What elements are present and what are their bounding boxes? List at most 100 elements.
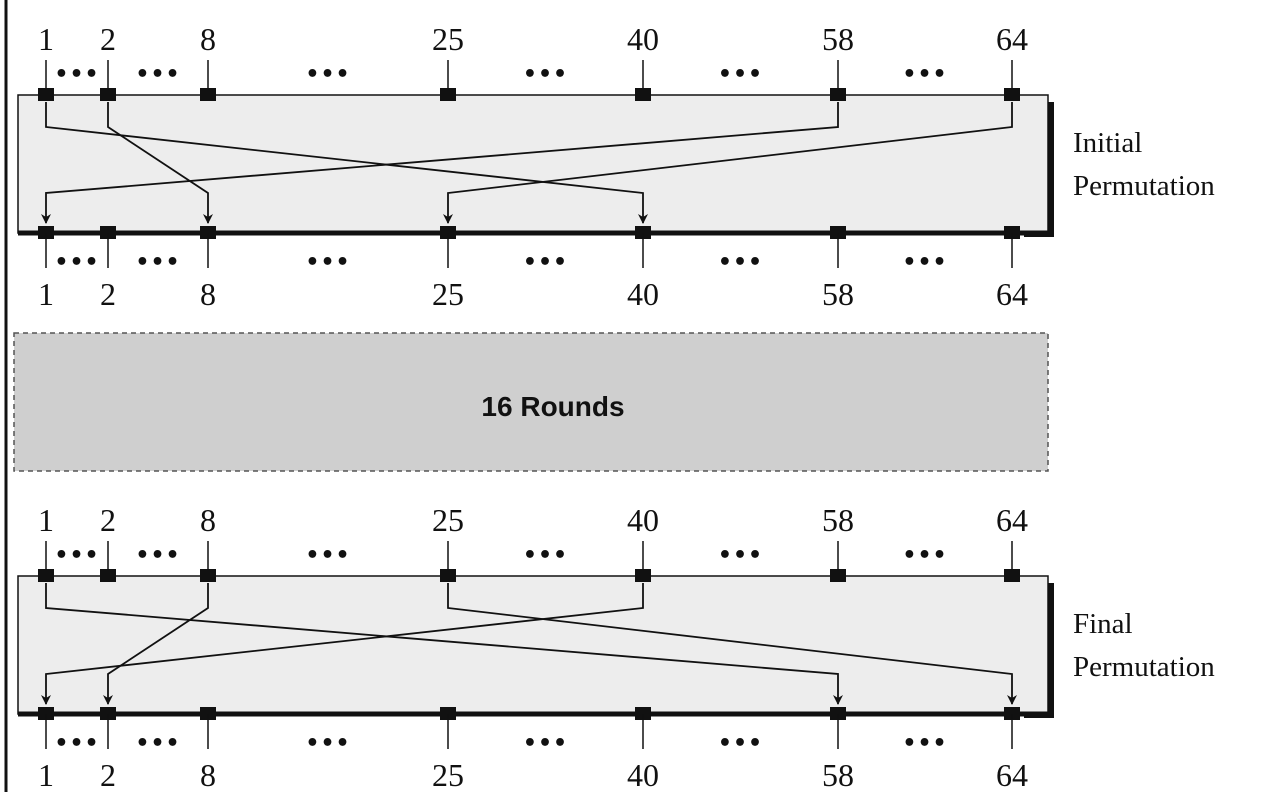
final-bottom-pin-1	[38, 707, 54, 720]
final-top-ellipsis: •••	[718, 543, 763, 568]
initial-bottom-label-64: 64	[996, 276, 1028, 312]
initial-bottom-pin-58	[830, 226, 846, 239]
initial-top-pin-40	[635, 88, 651, 101]
final-bottom-ellipsis: •••	[523, 731, 568, 756]
final-bottom-label-2: 2	[100, 757, 116, 792]
final-top-label-2: 2	[100, 502, 116, 538]
final-bottom-ellipsis: •••	[305, 731, 350, 756]
final-bottom-pin-8	[200, 707, 216, 720]
final-bottom-pin-40	[635, 707, 651, 720]
final-top-ellipsis: •••	[902, 543, 947, 568]
initial-bottom-ticks	[38, 226, 1020, 268]
final-bottom-ticks	[38, 707, 1020, 749]
final-top-label-58: 58	[822, 502, 854, 538]
final-label-line2: Permutation	[1073, 651, 1215, 683]
final-top-pin-64	[1004, 569, 1020, 582]
initial-bottom-pin-40	[635, 226, 651, 239]
final-arrow-25-to-64	[447, 583, 1017, 705]
initial-bottom-label-25: 25	[432, 276, 464, 312]
initial-bottom-label-58: 58	[822, 276, 854, 312]
final-top-label-40: 40	[627, 502, 659, 538]
final-top-pin-40	[635, 569, 651, 582]
initial-top-pin-25	[440, 88, 456, 101]
final-bottom-label-1: 1	[38, 757, 54, 792]
initial-bottom-label-8: 8	[200, 276, 216, 312]
initial-arrow-2-to-8	[107, 102, 213, 224]
final-top-label-8: 8	[200, 502, 216, 538]
final-bottom-labels: 1 2 8 25 40 58 64	[38, 757, 1028, 792]
final-top-label-64: 64	[996, 502, 1028, 538]
initial-top-label-25: 25	[432, 21, 464, 57]
initial-bottom-pin-64	[1004, 226, 1020, 239]
final-top-label-25: 25	[432, 502, 464, 538]
initial-top-label-64: 64	[996, 21, 1028, 57]
initial-bottom-labels: 1 2 8 25 40 58 64	[38, 276, 1028, 312]
final-top-ellipsis: •••	[54, 543, 99, 568]
initial-top-labels: 1 2 8 25 40 58 64	[38, 21, 1028, 57]
final-top-ellipsis: •••	[523, 543, 568, 568]
initial-top-ellipsis: •••	[305, 62, 350, 87]
initial-top-ellipsis: •••	[54, 62, 99, 87]
final-box	[17, 575, 1049, 715]
initial-arrow-1-to-40	[45, 102, 648, 224]
initial-top-pin-1	[38, 88, 54, 101]
initial-label-line2: Permutation	[1073, 170, 1215, 202]
final-arrow-8-to-2	[103, 583, 209, 705]
initial-top-pin-64	[1004, 88, 1020, 101]
initial-bottom-pin-1	[38, 226, 54, 239]
final-mapping-arrows	[41, 583, 1017, 705]
initial-permutation-block: 1 2 8 25 40 58 64 ••• ••• ••• ••• ••• ••• ••• ••• •••…	[17, 21, 1215, 312]
initial-top-pin-58	[830, 88, 846, 101]
initial-top-pin-2	[100, 88, 116, 101]
rounds-block: 16 Rounds	[13, 332, 1049, 472]
initial-top-ticks	[38, 60, 1020, 101]
final-bottom-ellipses: ••• ••• ••• ••• ••• •••	[54, 731, 947, 756]
final-bottom-label-58: 58	[822, 757, 854, 792]
final-top-pin-8	[200, 569, 216, 582]
initial-top-label-40: 40	[627, 21, 659, 57]
final-bottom-label-64: 64	[996, 757, 1028, 792]
initial-bottom-ellipsis: •••	[523, 250, 568, 275]
final-label-line1: Final	[1073, 608, 1133, 640]
initial-bottom-pin-8	[200, 226, 216, 239]
initial-bottom-ellipsis: •••	[902, 250, 947, 275]
initial-top-label-2: 2	[100, 21, 116, 57]
initial-bottom-label-1: 1	[38, 276, 54, 312]
final-bottom-ellipsis: •••	[902, 731, 947, 756]
final-top-pin-25	[440, 569, 456, 582]
initial-bottom-label-2: 2	[100, 276, 116, 312]
initial-label-line1: Initial	[1073, 127, 1142, 159]
initial-top-ellipsis: •••	[902, 62, 947, 87]
final-top-pin-1	[38, 569, 54, 582]
final-bottom-ellipsis: •••	[54, 731, 99, 756]
final-bottom-label-40: 40	[627, 757, 659, 792]
final-top-ticks	[38, 541, 1020, 582]
final-bottom-pin-58	[830, 707, 846, 720]
final-bottom-label-25: 25	[432, 757, 464, 792]
initial-top-pin-8	[200, 88, 216, 101]
final-top-ellipses: ••• ••• ••• ••• ••• •••	[54, 543, 947, 568]
initial-box	[17, 94, 1049, 234]
rounds-box	[13, 332, 1049, 472]
initial-bottom-ellipsis: •••	[135, 250, 180, 275]
final-bottom-pin-2	[100, 707, 116, 720]
initial-top-label-1: 1	[38, 21, 54, 57]
final-bottom-pin-25	[440, 707, 456, 720]
initial-bottom-ellipsis: •••	[305, 250, 350, 275]
final-arrow-1-to-58	[45, 583, 843, 705]
initial-bottom-pin-25	[440, 226, 456, 239]
initial-top-ellipsis: •••	[718, 62, 763, 87]
initial-mapping-arrows	[41, 102, 1013, 224]
initial-bottom-label-40: 40	[627, 276, 659, 312]
final-top-ellipsis: •••	[135, 543, 180, 568]
initial-top-label-58: 58	[822, 21, 854, 57]
final-bottom-label-8: 8	[200, 757, 216, 792]
initial-top-label-8: 8	[200, 21, 216, 57]
rounds-label: 16 Rounds	[481, 391, 624, 422]
initial-arrow-58-to-1	[41, 102, 839, 224]
initial-bottom-ellipsis: •••	[718, 250, 763, 275]
final-top-ellipsis: •••	[305, 543, 350, 568]
initial-top-ellipsis: •••	[523, 62, 568, 87]
